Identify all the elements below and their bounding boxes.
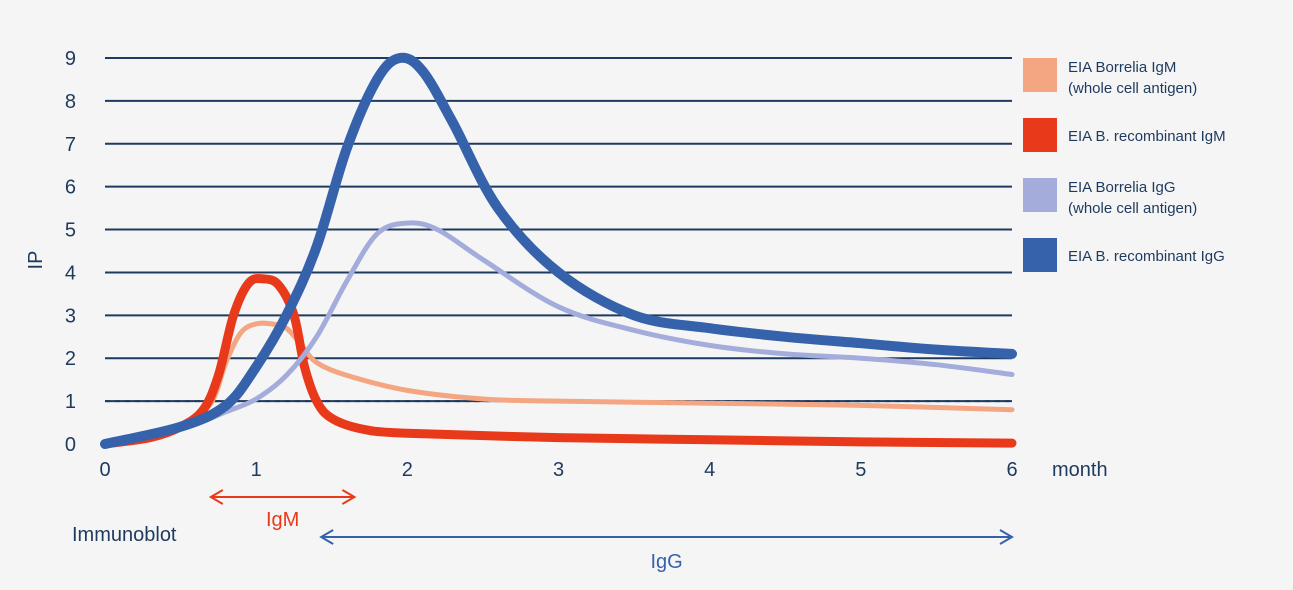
x-axis-label: month xyxy=(1052,459,1108,481)
grid-layer xyxy=(105,57,1012,403)
x-tick-label: 3 xyxy=(553,459,564,481)
y-tick-label: 8 xyxy=(65,91,76,113)
legend-swatch-borrelia-igm xyxy=(1023,58,1057,92)
igm-range-arrow xyxy=(208,489,357,505)
y-tick-label: 2 xyxy=(65,348,76,370)
tick-layer: 0 1 2 3 4 5 6 7 8 9 0 1 2 3 4 5 6 xyxy=(65,48,1018,481)
series-line-recombinant-igg xyxy=(100,52,1017,449)
x-tick-label: 0 xyxy=(99,459,110,481)
legend-label: EIA Borrelia IgM xyxy=(1068,59,1176,76)
x-tick-label: 2 xyxy=(402,459,413,481)
legend-swatch-borrelia-igg xyxy=(1023,178,1057,212)
series-line-borrelia-igg xyxy=(102,220,1015,447)
y-tick-label: 6 xyxy=(65,177,76,199)
y-axis-label: IP xyxy=(25,251,47,270)
legend-label: EIA B. recombinant IgG xyxy=(1068,248,1225,265)
legend-label: EIA B. recombinant IgM xyxy=(1068,128,1226,145)
legend-label: (whole cell antigen) xyxy=(1068,80,1197,97)
legend: EIA Borrelia IgM (whole cell antigen) EIA … xyxy=(1023,58,1226,272)
series-line-recombinant-igm xyxy=(100,273,1017,449)
x-tick-label: 4 xyxy=(704,459,715,481)
immunoblot-label: Immunoblot xyxy=(72,524,177,546)
series-layer xyxy=(100,52,1017,449)
y-tick-label: 7 xyxy=(65,134,76,156)
x-tick-label: 5 xyxy=(855,459,866,481)
x-tick-label: 6 xyxy=(1006,459,1017,481)
igg-range-label: IgG xyxy=(650,551,682,573)
legend-swatch-recombinant-igm xyxy=(1023,118,1057,152)
y-tick-label: 3 xyxy=(65,305,76,327)
igg-range-arrow xyxy=(319,529,1014,545)
igm-range-label: IgM xyxy=(266,509,299,531)
legend-label: (whole cell antigen) xyxy=(1068,200,1197,217)
immunoblot-annotations: Immunoblot IgM IgG xyxy=(72,489,1014,573)
y-tick-label: 5 xyxy=(65,220,76,242)
legend-swatch-recombinant-igg xyxy=(1023,238,1057,272)
y-tick-label: 1 xyxy=(65,391,76,413)
y-tick-label: 4 xyxy=(65,262,76,284)
y-tick-label: 9 xyxy=(65,48,76,70)
y-tick-label: 0 xyxy=(65,434,76,456)
legend-label: EIA Borrelia IgG xyxy=(1068,179,1176,196)
x-tick-label: 1 xyxy=(251,459,262,481)
